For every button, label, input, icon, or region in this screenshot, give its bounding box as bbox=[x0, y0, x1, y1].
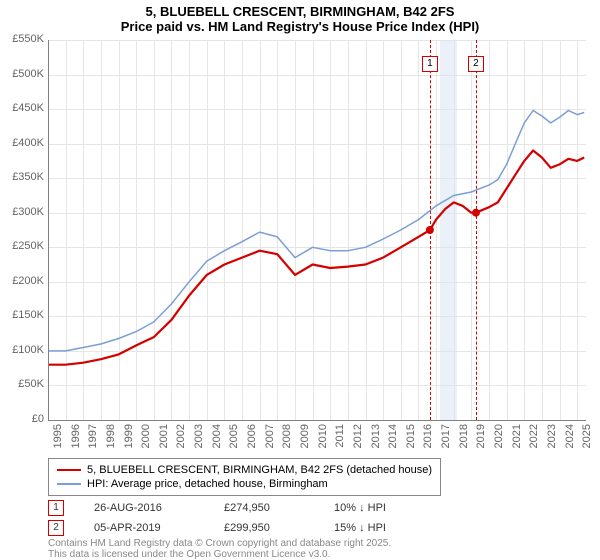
x-axis-tick-label: 1995 bbox=[52, 424, 64, 454]
transaction-vs-hpi: 10% ↓ HPI bbox=[334, 502, 386, 514]
x-axis-tick-label: 1996 bbox=[70, 424, 82, 454]
transaction-vs-hpi: 15% ↓ HPI bbox=[334, 522, 386, 534]
x-axis-line bbox=[48, 420, 586, 421]
transaction-date: 05-APR-2019 bbox=[94, 522, 194, 534]
x-axis-tick-label: 2023 bbox=[546, 424, 558, 454]
x-axis-tick-label: 2005 bbox=[228, 424, 240, 454]
x-axis-tick-label: 2018 bbox=[458, 424, 470, 454]
x-axis-tick-label: 1999 bbox=[123, 424, 135, 454]
y-axis-tick-label: £500K bbox=[4, 68, 44, 80]
x-axis-tick-label: 2006 bbox=[246, 424, 258, 454]
x-axis-tick-label: 2013 bbox=[370, 424, 382, 454]
y-axis-tick-label: £450K bbox=[4, 102, 44, 114]
legend-box: 5, BLUEBELL CRESCENT, BIRMINGHAM, B42 2F… bbox=[48, 458, 441, 496]
x-axis-tick-label: 2014 bbox=[387, 424, 399, 454]
x-axis-tick-label: 1997 bbox=[87, 424, 99, 454]
x-axis-tick-label: 2008 bbox=[281, 424, 293, 454]
transaction-row: 1 26-AUG-2016 £274,950 10% ↓ HPI bbox=[48, 498, 386, 518]
title-line-2: Price paid vs. HM Land Registry's House … bbox=[0, 19, 600, 34]
chart-plot-area bbox=[48, 40, 586, 420]
x-axis-tick-label: 2025 bbox=[581, 424, 593, 454]
y-axis-tick-label: £200K bbox=[4, 275, 44, 287]
x-axis-tick-label: 2020 bbox=[493, 424, 505, 454]
legend-swatch-hpi bbox=[57, 483, 81, 485]
x-axis-tick-label: 2000 bbox=[140, 424, 152, 454]
event-marker-box: 2 bbox=[468, 56, 484, 72]
series-line-hpi bbox=[48, 111, 584, 351]
x-axis-tick-label: 2001 bbox=[158, 424, 170, 454]
footer-line-2: This data is licensed under the Open Gov… bbox=[48, 549, 391, 560]
transaction-marker: 1 bbox=[48, 500, 64, 516]
x-axis-tick-label: 2024 bbox=[564, 424, 576, 454]
x-axis-tick-label: 2004 bbox=[211, 424, 223, 454]
y-axis-tick-label: £0 bbox=[4, 413, 44, 425]
y-axis-tick-label: £100K bbox=[4, 344, 44, 356]
legend-label-price-paid: 5, BLUEBELL CRESCENT, BIRMINGHAM, B42 2F… bbox=[87, 464, 432, 476]
x-axis-tick-label: 2003 bbox=[193, 424, 205, 454]
legend-row-price-paid: 5, BLUEBELL CRESCENT, BIRMINGHAM, B42 2F… bbox=[57, 463, 432, 477]
chart-title-block: 5, BLUEBELL CRESCENT, BIRMINGHAM, B42 2F… bbox=[0, 0, 600, 36]
footer-attribution: Contains HM Land Registry data © Crown c… bbox=[48, 538, 391, 560]
y-axis-tick-label: £550K bbox=[4, 33, 44, 45]
footer-line-1: Contains HM Land Registry data © Crown c… bbox=[48, 538, 391, 549]
y-axis-tick-label: £50K bbox=[4, 378, 44, 390]
legend-label-hpi: HPI: Average price, detached house, Birm… bbox=[87, 478, 328, 490]
series-line-price_paid bbox=[48, 151, 584, 365]
x-axis-tick-label: 2022 bbox=[528, 424, 540, 454]
x-axis-tick-label: 2010 bbox=[317, 424, 329, 454]
x-axis-tick-label: 2021 bbox=[511, 424, 523, 454]
x-axis-tick-label: 2015 bbox=[405, 424, 417, 454]
x-axis-tick-label: 2012 bbox=[352, 424, 364, 454]
legend-row-hpi: HPI: Average price, detached house, Birm… bbox=[57, 477, 432, 491]
x-axis-tick-label: 2016 bbox=[422, 424, 434, 454]
y-axis-tick-label: £400K bbox=[4, 137, 44, 149]
event-marker-box: 1 bbox=[422, 56, 438, 72]
series-marker bbox=[472, 209, 480, 217]
y-axis-tick-label: £250K bbox=[4, 240, 44, 252]
series-svg bbox=[48, 40, 586, 420]
y-axis-tick-label: £150K bbox=[4, 309, 44, 321]
x-axis-tick-label: 2002 bbox=[175, 424, 187, 454]
series-marker bbox=[426, 226, 434, 234]
x-axis-tick-label: 2011 bbox=[334, 424, 346, 454]
x-axis-tick-label: 2019 bbox=[475, 424, 487, 454]
x-axis-tick-label: 2007 bbox=[264, 424, 276, 454]
x-axis-tick-label: 2017 bbox=[440, 424, 452, 454]
transaction-date: 26-AUG-2016 bbox=[94, 502, 194, 514]
x-axis-tick-label: 2009 bbox=[299, 424, 311, 454]
x-axis-tick-label: 1998 bbox=[105, 424, 117, 454]
transaction-price: £274,950 bbox=[224, 502, 304, 514]
y-axis-tick-label: £350K bbox=[4, 171, 44, 183]
title-line-1: 5, BLUEBELL CRESCENT, BIRMINGHAM, B42 2F… bbox=[0, 4, 600, 19]
y-axis-line bbox=[48, 40, 49, 420]
transaction-table: 1 26-AUG-2016 £274,950 10% ↓ HPI 2 05-APR-201… bbox=[48, 498, 386, 538]
transaction-row: 2 05-APR-2019 £299,950 15% ↓ HPI bbox=[48, 518, 386, 538]
transaction-price: £299,950 bbox=[224, 522, 304, 534]
legend-swatch-price-paid bbox=[57, 469, 81, 471]
transaction-marker: 2 bbox=[48, 520, 64, 536]
y-axis-tick-label: £300K bbox=[4, 206, 44, 218]
